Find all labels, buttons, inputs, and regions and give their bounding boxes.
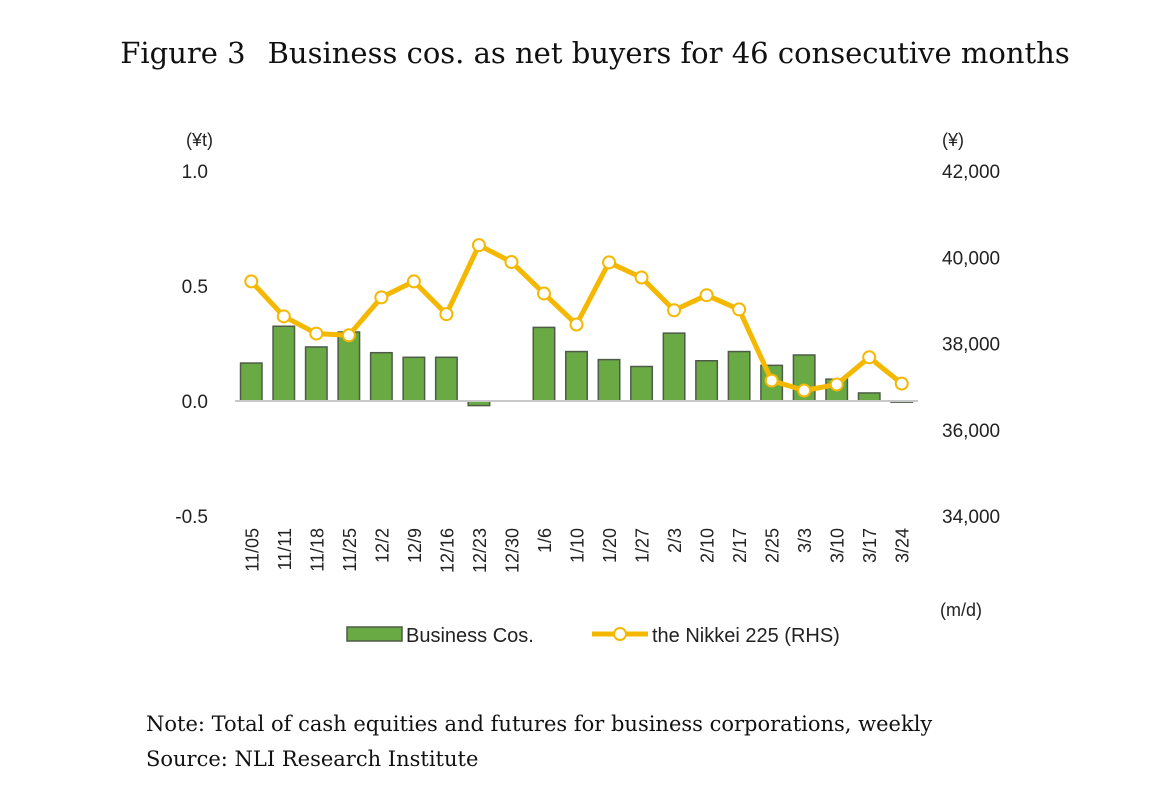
nikkei-point-12-23 xyxy=(471,238,486,253)
bar-series xyxy=(239,325,914,407)
x-tick-label: 11/11 xyxy=(275,528,295,570)
nikkei-point-12-2 xyxy=(374,290,389,305)
nikkei-point-1-6 xyxy=(536,286,551,301)
right-tick-label: 42,000 xyxy=(942,162,1000,183)
bar-12-2 xyxy=(369,351,393,402)
nikkei-point-2-3 xyxy=(667,303,682,318)
bar-11-25 xyxy=(337,331,361,402)
bar-11-11 xyxy=(272,325,296,402)
nikkei-point-3-17 xyxy=(862,350,877,365)
x-tick-label: 3/10 xyxy=(828,528,848,563)
left-axis-unit: (¥t) xyxy=(186,130,213,150)
x-tick-label: 1/27 xyxy=(633,528,653,563)
right-axis-unit: (¥) xyxy=(942,130,964,150)
x-tick-label: 12/16 xyxy=(437,528,457,573)
x-tick-label: 2/25 xyxy=(763,528,783,563)
bar-12-9 xyxy=(402,356,426,402)
left-tick-label: 0.0 xyxy=(182,392,208,413)
bar-11-18 xyxy=(304,346,328,402)
figure-title: Figure 3 Business cos. as net buyers for … xyxy=(0,36,1170,70)
nikkei-point-1-27 xyxy=(634,270,649,285)
nikkei-point-3-24 xyxy=(894,376,909,391)
bar-1-10 xyxy=(565,350,588,402)
bar-2-17 xyxy=(727,350,751,402)
nikkei-point-3-10 xyxy=(829,377,844,392)
x-tick-label: 2/3 xyxy=(665,528,685,553)
right-tick-label: 40,000 xyxy=(942,248,1000,269)
nikkei-point-11-05 xyxy=(244,274,259,289)
chart: (¥t) 1.0 0.5 0.0 -0.5 (¥) 42,000 40,000 38,00… xyxy=(175,130,1000,647)
right-tick-label: 36,000 xyxy=(942,421,1000,442)
chart-source: Source: NLI Research Institute xyxy=(146,747,479,771)
bar-2-10 xyxy=(695,360,719,402)
legend-bar-label: Business Cos. xyxy=(406,625,534,647)
nikkei-point-11-18 xyxy=(309,326,324,341)
bar-12-16 xyxy=(434,356,458,402)
nikkei-point-2-25 xyxy=(764,373,779,388)
right-axis: (¥) 42,000 40,000 38,000 36,000 34,000 xyxy=(942,130,1000,528)
nikkei-point-2-17 xyxy=(732,302,747,317)
nikkei-point-12-9 xyxy=(406,274,421,289)
bar-1-6 xyxy=(532,326,556,402)
bar-2-3 xyxy=(662,332,686,402)
nikkei-point-11-25 xyxy=(341,328,356,343)
x-tick-label: 12/9 xyxy=(405,528,425,563)
x-axis-ticks: 11/05 11/11 11/18 11/25 12/2 12/9 12/16 12/23 12… xyxy=(242,528,912,573)
figure-label: Figure 3 xyxy=(120,36,246,70)
x-tick-label: 2/10 xyxy=(698,528,718,563)
x-tick-label: 12/30 xyxy=(502,528,522,573)
x-tick-label: 1/6 xyxy=(535,528,555,553)
x-tick-label: 3/3 xyxy=(795,528,815,553)
legend-line-label: the Nikkei 225 (RHS) xyxy=(652,625,840,647)
nikkei-point-1-20 xyxy=(602,255,617,270)
x-tick-label: 1/20 xyxy=(600,528,620,563)
x-tick-label: 11/18 xyxy=(307,528,327,572)
right-tick-label: 38,000 xyxy=(942,335,1000,356)
x-tick-label: 12/23 xyxy=(470,528,490,573)
x-tick-label: 3/17 xyxy=(860,528,880,563)
left-axis: (¥t) 1.0 0.5 0.0 -0.5 xyxy=(175,130,213,528)
bar-11-05 xyxy=(239,362,263,402)
x-tick-label: 12/2 xyxy=(372,528,392,563)
nikkei-point-1-10 xyxy=(569,317,584,332)
left-tick-label: 0.5 xyxy=(182,277,208,298)
chart-note: Note: Total of cash equities and futures… xyxy=(146,712,933,736)
x-tick-label: 2/17 xyxy=(730,528,750,563)
x-tick-label: 1/10 xyxy=(568,528,588,563)
x-tick-label: 11/05 xyxy=(242,528,262,572)
legend: Business Cos. the Nikkei 225 (RHS) xyxy=(346,625,840,647)
bar-3-17 xyxy=(857,392,881,402)
x-tick-label: 3/24 xyxy=(893,528,913,563)
left-tick-label: 1.0 xyxy=(182,162,208,183)
legend-line-marker xyxy=(613,627,627,641)
nikkei-point-3-3 xyxy=(797,383,812,398)
left-tick-label: -0.5 xyxy=(175,507,208,528)
nikkei-point-11-11 xyxy=(276,309,291,324)
line-series xyxy=(244,238,909,398)
x-tick-label: 11/25 xyxy=(340,528,360,572)
nikkei-point-2-10 xyxy=(699,288,714,303)
nikkei-point-12-30 xyxy=(504,254,519,269)
x-axis-unit: (m/d) xyxy=(940,600,982,620)
figure-title-text: Business cos. as net buyers for 46 conse… xyxy=(267,36,1070,70)
right-tick-label: 34,000 xyxy=(942,507,1000,528)
nikkei-point-12-16 xyxy=(439,307,454,322)
legend-bar-swatch xyxy=(346,626,403,642)
bar-1-27 xyxy=(630,365,654,402)
bar-1-20 xyxy=(597,358,621,402)
